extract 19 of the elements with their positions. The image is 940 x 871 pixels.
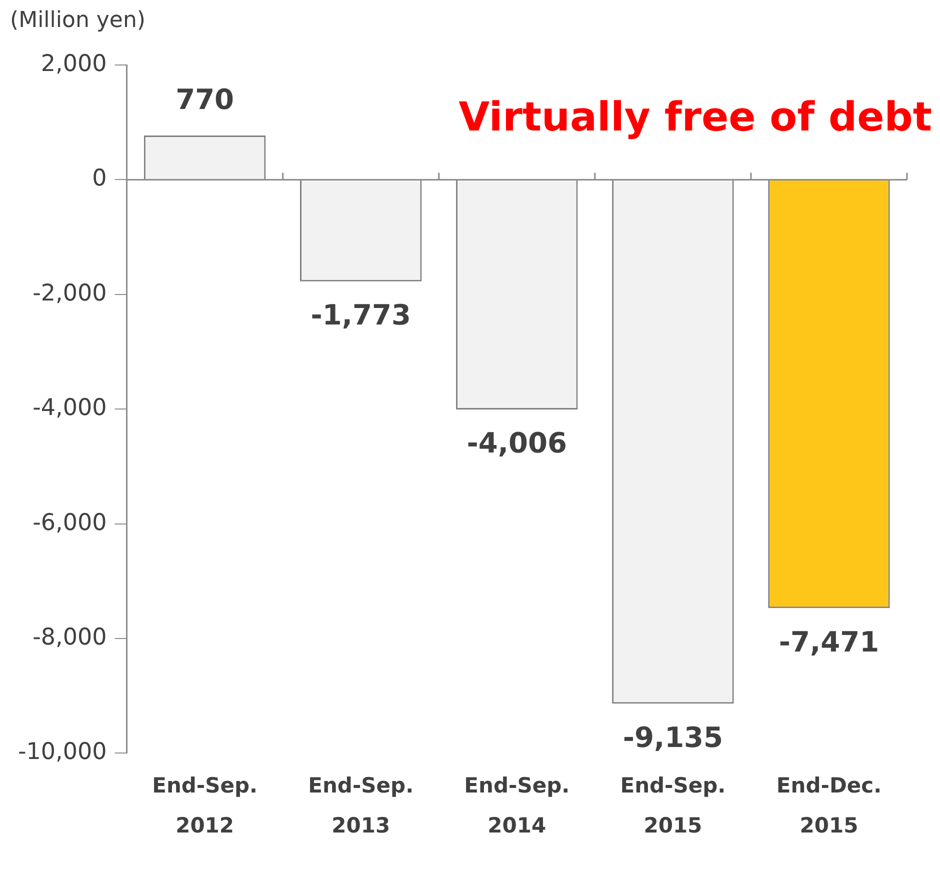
y-tick-label: 2,000: [40, 50, 107, 77]
data-label: -4,006: [466, 426, 567, 460]
y-tick-label: -8,000: [32, 624, 107, 650]
y-tick-label: -2,000: [32, 280, 107, 306]
data-label: 770: [176, 82, 234, 116]
x-tick-label: End-Dec. 2015: [776, 774, 882, 838]
y-tick-label: 0: [92, 166, 107, 192]
x-tick-label: End-Sep. 2013: [308, 774, 414, 838]
x-tick-label: End-Sep. 2015: [620, 774, 726, 838]
y-tick-label: -10,000: [18, 739, 107, 766]
y-tick-label: -4,000: [32, 395, 107, 422]
x-tick-label: End-Sep. 2014: [464, 774, 570, 838]
annotation: Virtually free of debt: [458, 94, 932, 140]
data-label: -9,135: [622, 720, 724, 754]
data-label: -7,471: [778, 625, 880, 658]
data-label: -1,773: [310, 298, 411, 332]
y-axis-title: (Million yen): [10, 8, 146, 33]
x-tick-label: End-Sep. 2012: [152, 774, 258, 838]
y-tick-label: -6,000: [32, 510, 107, 536]
